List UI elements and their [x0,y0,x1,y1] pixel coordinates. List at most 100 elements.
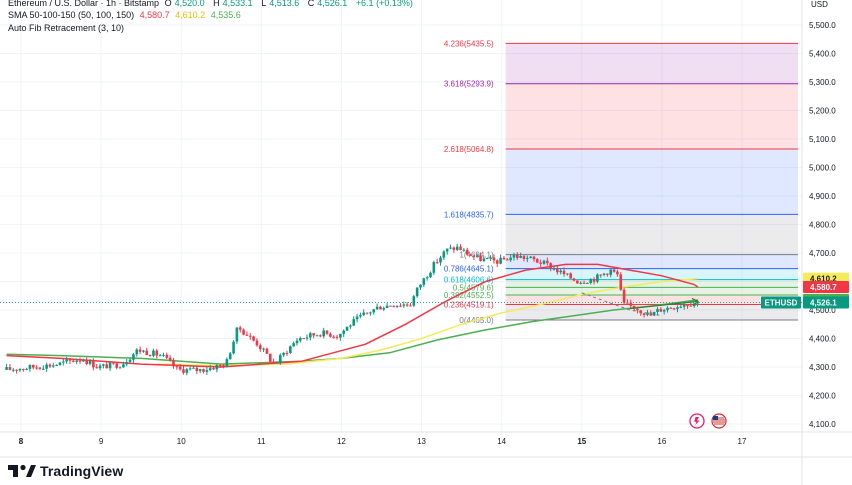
candle-body[interactable] [646,312,649,315]
candle-body[interactable] [536,259,539,263]
candle-body[interactable] [25,368,28,370]
candle-body[interactable] [382,307,386,310]
candle-body[interactable] [402,304,406,306]
candle-body[interactable] [75,360,78,362]
candle-body[interactable] [529,256,532,258]
candle-body[interactable] [265,348,269,354]
candle-body[interactable] [95,367,99,369]
candle-body[interactable] [372,309,376,313]
candle-body[interactable] [686,304,689,306]
candle-body[interactable] [182,369,185,373]
candle-body[interactable] [55,364,58,366]
candle-body[interactable] [479,255,482,261]
candle-body[interactable] [302,338,305,340]
candle-body[interactable] [632,305,636,309]
candle-body[interactable] [495,260,499,264]
candle-body[interactable] [312,333,315,336]
candle-body[interactable] [342,330,346,334]
candle-body[interactable] [28,364,32,369]
candle-body[interactable] [445,248,449,252]
candle-body[interactable] [502,257,506,260]
candle-body[interactable] [272,361,275,364]
flash-icon[interactable] [689,413,705,429]
candle-body[interactable] [268,353,272,362]
candle-body[interactable] [185,369,189,373]
candle-body[interactable] [636,308,639,311]
candle-body[interactable] [559,270,562,273]
fib-retracement[interactable]: 4.236(5435.5) 3.618(5293.9) 2.618(5064.8) 1… [444,39,798,325]
candle-body[interactable] [255,340,259,346]
candle-body[interactable] [629,302,633,306]
candle-body[interactable] [252,336,255,341]
candle-body[interactable] [115,363,119,368]
candle-body[interactable] [626,302,629,304]
candle-body[interactable] [215,365,219,370]
candle-body[interactable] [465,249,469,255]
candle-body[interactable] [41,368,45,370]
candle-body[interactable] [62,361,65,363]
candle-body[interactable] [509,257,512,261]
candle-body[interactable] [218,365,222,367]
candle-body[interactable] [676,307,679,310]
candle-body[interactable] [178,366,182,370]
candle-body[interactable] [542,260,546,264]
candle-body[interactable] [102,364,105,366]
candle-body[interactable] [152,350,155,356]
candle-body[interactable] [435,262,439,264]
candle-body[interactable] [315,335,319,337]
candle-body[interactable] [672,308,676,310]
candle-body[interactable] [455,246,459,250]
candle-body[interactable] [462,249,466,251]
candle-body[interactable] [505,259,509,261]
candle-body[interactable] [582,282,586,284]
candle-body[interactable] [332,336,336,338]
candle-body[interactable] [282,352,285,356]
candle-body[interactable] [546,260,549,264]
candle-body[interactable] [132,354,135,360]
candle-body[interactable] [515,255,519,258]
candle-body[interactable] [329,333,332,337]
candle-body[interactable] [258,345,262,350]
candle-body[interactable] [292,343,295,347]
candle-body[interactable] [8,367,12,370]
candle-body[interactable] [365,312,369,314]
candle-body[interactable] [108,362,112,369]
candle-body[interactable] [168,357,172,361]
candle-body[interactable] [21,368,25,370]
candle-body[interactable] [389,305,392,307]
candle-body[interactable] [188,368,192,370]
candle-body[interactable] [399,305,402,307]
candle-body[interactable] [576,280,579,284]
candle-body[interactable] [422,278,426,285]
candle-body[interactable] [195,367,199,371]
candle-body[interactable] [552,268,556,270]
candle-body[interactable] [202,369,205,372]
candle-body[interactable] [482,258,486,261]
candle-body[interactable] [245,334,249,336]
candle-body[interactable] [526,257,529,259]
candle-body[interactable] [602,273,606,275]
candle-body[interactable] [192,367,195,369]
candle-body[interactable] [88,360,92,364]
candle-body[interactable] [322,330,325,337]
candle-body[interactable] [662,310,666,312]
candle-body[interactable] [335,336,339,338]
candle-body[interactable] [592,279,596,282]
candle-body[interactable] [415,287,419,297]
candle-body[interactable] [228,353,232,360]
candle-body[interactable] [68,359,72,361]
candle-body[interactable] [609,269,613,275]
candle-body[interactable] [35,367,38,369]
candle-body[interactable] [299,338,302,341]
candle-body[interactable] [238,327,242,330]
candle-body[interactable] [122,364,125,368]
candle-body[interactable] [475,255,479,257]
candle-body[interactable] [669,307,673,309]
candle-body[interactable] [379,306,382,310]
us-flag-icon[interactable] [711,413,727,429]
candle-body[interactable] [539,262,542,264]
candle-body[interactable] [155,350,159,356]
candle-body[interactable] [275,362,279,364]
candle-body[interactable] [472,255,476,257]
